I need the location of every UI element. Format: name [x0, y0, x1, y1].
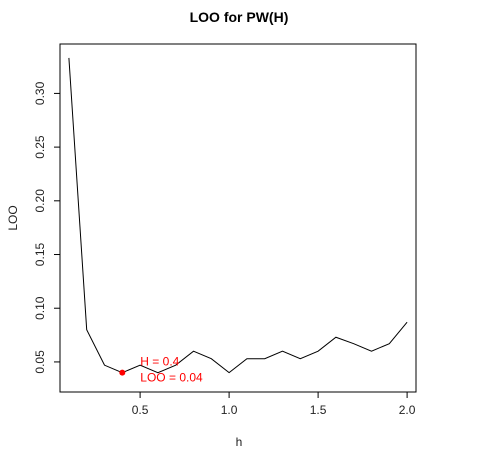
annotation-loo: LOO = 0.04	[140, 371, 203, 385]
y-tick-label: 0.15	[33, 243, 47, 267]
y-tick-label: 0.10	[33, 296, 47, 320]
x-tick-label: 1.5	[310, 403, 327, 417]
plot-frame	[59, 43, 417, 393]
y-tick-label: 0.05	[33, 350, 47, 374]
series-line-loo	[68, 57, 408, 374]
x-tick-label: 0.5	[132, 403, 149, 417]
y-axis-label: LOO	[6, 205, 20, 230]
y-tick-label: 0.25	[33, 135, 47, 159]
x-axis-label: h	[236, 435, 243, 449]
annotation-h: H = 0.4	[140, 355, 179, 369]
x-tick-label: 2.0	[399, 403, 416, 417]
chart-title: LOO for PW(H)	[190, 9, 289, 25]
y-axis: 0.05 0.10 0.15 0.20 0.25 0.30	[33, 81, 60, 374]
minimum-point-marker	[119, 369, 126, 376]
x-axis: 0.5 1.0 1.5 2.0	[132, 392, 416, 417]
x-tick-label: 1.0	[221, 403, 238, 417]
y-tick-label: 0.30	[33, 81, 47, 105]
y-tick-label: 0.20	[33, 189, 47, 213]
